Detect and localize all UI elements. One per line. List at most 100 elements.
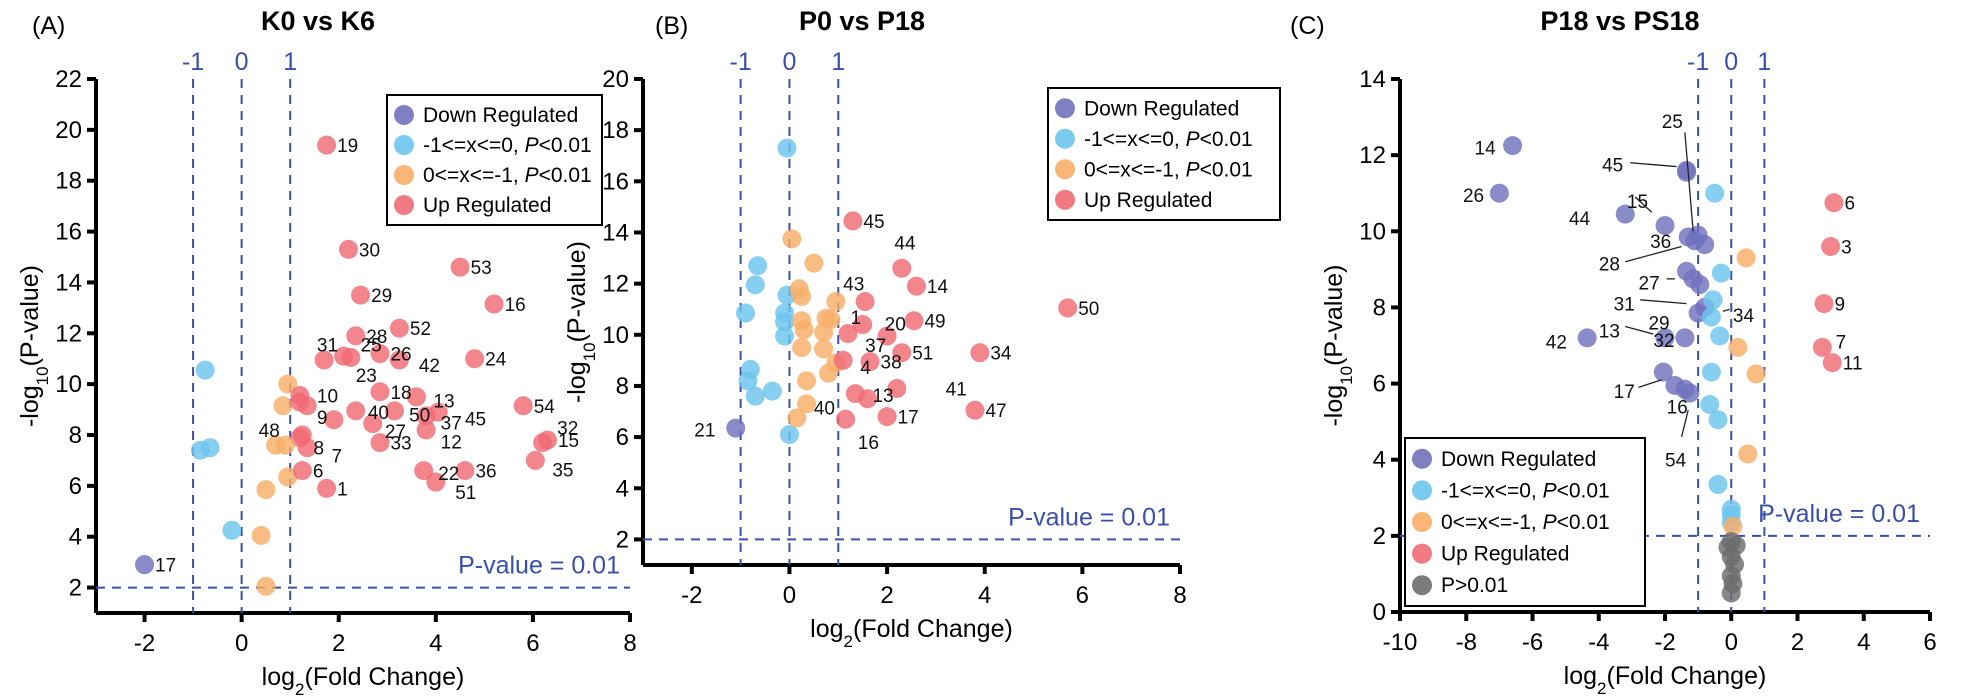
point-label: 32 bbox=[1653, 331, 1674, 352]
data-point-light-blue bbox=[779, 425, 799, 445]
point-label: 54 bbox=[1665, 451, 1687, 472]
data-point-up bbox=[389, 350, 409, 370]
point-label: 13 bbox=[872, 386, 893, 407]
data-point-down bbox=[1503, 136, 1523, 156]
x-tick-label: -2 bbox=[134, 630, 155, 657]
data-point-light-blue bbox=[736, 303, 756, 323]
data-point-up bbox=[363, 414, 383, 434]
x-tick-label: -2 bbox=[1654, 629, 1675, 656]
point-label: 25 bbox=[361, 336, 382, 357]
point-label: 13 bbox=[433, 392, 454, 413]
data-point-up bbox=[370, 344, 390, 364]
data-point-ns bbox=[1721, 583, 1741, 603]
x-tick-label: 2 bbox=[1791, 629, 1804, 656]
point-label: 6 bbox=[313, 462, 324, 483]
point-label: 51 bbox=[455, 483, 476, 504]
data-point-up bbox=[370, 382, 390, 402]
data-point-orange bbox=[1746, 364, 1766, 384]
data-point-up bbox=[426, 472, 446, 492]
fold-change-guide-label: -1 bbox=[1687, 48, 1709, 76]
point-label: 45 bbox=[863, 212, 884, 233]
point-label: 42 bbox=[419, 356, 440, 377]
data-point-up bbox=[965, 400, 985, 420]
data-point-up bbox=[314, 350, 334, 370]
data-point-up bbox=[346, 401, 366, 421]
data-point-up bbox=[465, 349, 485, 369]
x-tick-label: 0 bbox=[235, 630, 248, 657]
data-point-orange bbox=[804, 253, 824, 273]
point-label: 40 bbox=[368, 403, 389, 424]
x-axis-label: log2(Fold Change) bbox=[1564, 662, 1767, 698]
point-label: 15 bbox=[1627, 192, 1648, 213]
data-point-down bbox=[1677, 160, 1697, 180]
x-tick-label: 8 bbox=[623, 630, 636, 657]
pvalue-threshold-label: P-value = 0.01 bbox=[1758, 500, 1920, 528]
point-label: 30 bbox=[359, 240, 380, 261]
y-axis-label: -log10(P-value) bbox=[563, 241, 599, 403]
point-label: 44 bbox=[1569, 209, 1591, 230]
data-point-up bbox=[484, 294, 504, 314]
point-label: 18 bbox=[390, 383, 411, 404]
data-point-up bbox=[324, 410, 344, 430]
legend-label: 0<=x<=-1, P<0.01 bbox=[1441, 511, 1610, 534]
point-label: 29 bbox=[1648, 314, 1669, 335]
data-point-orange bbox=[794, 320, 814, 340]
data-point-light-blue bbox=[1700, 395, 1720, 415]
point-label: 47 bbox=[985, 401, 1006, 422]
data-point-up bbox=[853, 315, 873, 335]
point-label: 16 bbox=[1667, 397, 1688, 418]
point-label: 45 bbox=[465, 409, 486, 430]
pvalue-threshold-label: P-value = 0.01 bbox=[458, 552, 620, 580]
data-point-up bbox=[877, 326, 897, 346]
legend-marker-down bbox=[1412, 448, 1432, 469]
point-label: 25 bbox=[1662, 112, 1683, 133]
data-point-up bbox=[855, 292, 875, 312]
y-tick-label: 8 bbox=[616, 373, 629, 400]
legend-marker-up bbox=[1055, 189, 1075, 210]
data-point-orange bbox=[1723, 516, 1743, 536]
point-label: 38 bbox=[881, 353, 902, 374]
point-label: 19 bbox=[337, 136, 358, 157]
data-point-up bbox=[887, 379, 907, 399]
legend-label: Up Regulated bbox=[423, 194, 551, 217]
legend-marker-orange bbox=[394, 165, 414, 185]
data-point-up bbox=[1824, 193, 1844, 213]
data-point-light-blue bbox=[745, 386, 765, 406]
point-label: 17 bbox=[1614, 382, 1635, 403]
y-tick-label: 2 bbox=[616, 526, 629, 553]
data-point-up bbox=[525, 450, 545, 470]
label-leader-line bbox=[1630, 162, 1677, 168]
point-label: 17 bbox=[155, 556, 176, 577]
point-label: 52 bbox=[410, 319, 431, 340]
legend-marker-light-blue bbox=[1412, 480, 1432, 501]
point-label: 4 bbox=[860, 358, 871, 379]
data-point-orange bbox=[792, 286, 812, 306]
point-label: 28 bbox=[366, 327, 387, 348]
y-tick-label: 10 bbox=[602, 322, 629, 349]
point-label: 14 bbox=[1475, 139, 1497, 160]
data-point-orange bbox=[1728, 337, 1748, 357]
legend-marker-orange bbox=[1055, 159, 1075, 180]
data-point-up bbox=[338, 239, 358, 259]
data-point-light-blue bbox=[200, 438, 220, 458]
point-label: 14 bbox=[927, 277, 949, 298]
data-point-light-blue bbox=[1708, 474, 1728, 494]
legend-label: Down Regulated bbox=[423, 104, 578, 127]
point-label: 17 bbox=[898, 408, 919, 429]
point-label: 53 bbox=[471, 258, 492, 279]
data-point-light-blue bbox=[745, 275, 765, 295]
point-label: 44 bbox=[894, 234, 916, 255]
data-point-light-blue bbox=[762, 381, 782, 401]
data-point-up bbox=[877, 407, 897, 427]
fold-change-guide-label: 1 bbox=[1757, 48, 1771, 76]
point-label: 27 bbox=[385, 422, 406, 443]
data-point-up bbox=[370, 433, 390, 453]
point-label: 9 bbox=[1835, 295, 1846, 316]
legend-label: P>0.01 bbox=[1441, 574, 1508, 597]
data-point-up bbox=[428, 402, 448, 422]
x-tick-label: 2 bbox=[880, 582, 893, 609]
y-tick-label: 16 bbox=[55, 219, 82, 246]
y-tick-label: 0 bbox=[1373, 599, 1386, 626]
